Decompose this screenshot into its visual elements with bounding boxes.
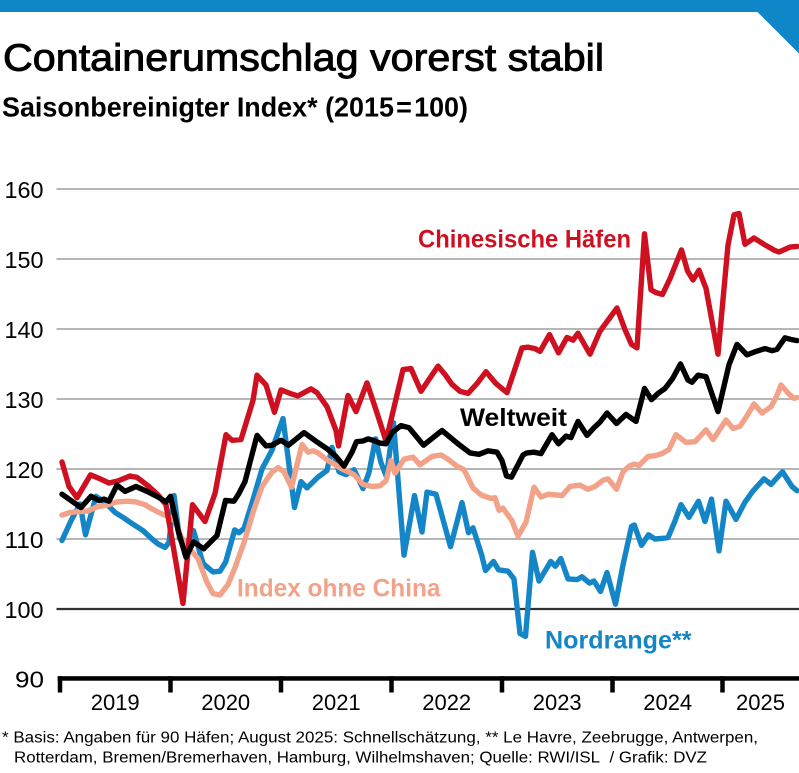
svg-text:150: 150	[5, 247, 44, 273]
svg-text:2019: 2019	[91, 690, 140, 715]
svg-text:2023: 2023	[533, 690, 582, 715]
svg-text:* Basis: Angaben für 90 Häfen;: * Basis: Angaben für 90 Häfen; August 20…	[2, 730, 758, 747]
svg-text:Nordrange**: Nordrange**	[545, 626, 692, 654]
svg-text:100: 100	[5, 597, 44, 623]
svg-text:130: 130	[5, 387, 44, 413]
svg-text:2024: 2024	[643, 690, 692, 715]
svg-text:160: 160	[5, 177, 44, 203]
svg-text:90: 90	[15, 666, 44, 692]
svg-text:Rotterdam, Bremen/Bremerhaven,: Rotterdam, Bremen/Bremerhaven, Hamburg, …	[14, 750, 707, 767]
svg-text:2021: 2021	[312, 690, 361, 715]
svg-text:Containerumschlag vorerst stab: Containerumschlag vorerst stabil	[3, 38, 604, 80]
svg-text:2020: 2020	[201, 690, 250, 715]
svg-text:Saisonbereinigter Index* (2015: Saisonbereinigter Index* (2015 = 100)	[2, 91, 468, 122]
svg-text:Index ohne China: Index ohne China	[237, 574, 442, 602]
svg-text:120: 120	[5, 457, 44, 483]
svg-text:110: 110	[5, 527, 44, 553]
svg-text:140: 140	[5, 317, 44, 343]
svg-text:Chinesische Häfen: Chinesische Häfen	[418, 226, 631, 254]
svg-text:Weltweit: Weltweit	[460, 404, 568, 432]
svg-text:2022: 2022	[422, 690, 471, 715]
svg-text:2025: 2025	[736, 690, 785, 715]
